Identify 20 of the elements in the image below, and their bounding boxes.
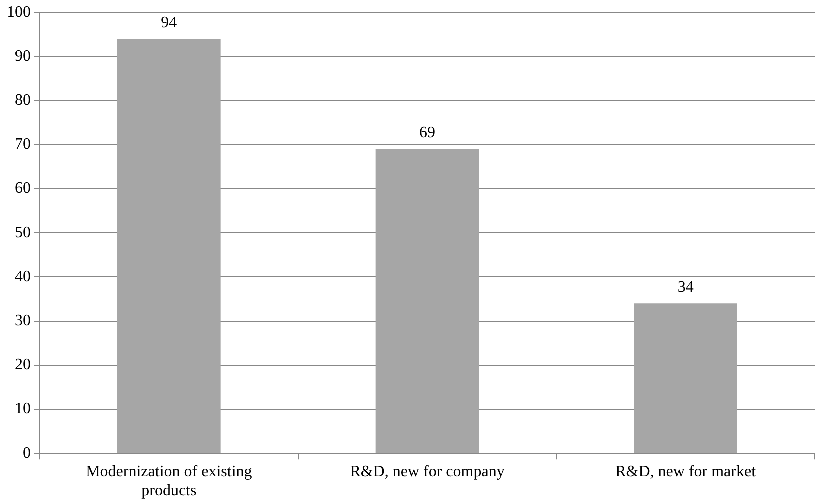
x-tick-label: R&D, new for market	[616, 463, 757, 480]
y-tick-label: 100	[7, 4, 31, 21]
y-tick-label: 40	[15, 268, 31, 286]
bar	[634, 304, 738, 454]
x-tick-label: R&D, new for company	[350, 463, 505, 480]
y-tick-label: 10	[15, 400, 31, 418]
x-tick-label: Modernization of existing products	[86, 463, 252, 500]
y-tick-label: 30	[15, 312, 31, 330]
bar	[376, 149, 480, 454]
data-label: 34	[678, 278, 694, 296]
data-label: 94	[161, 14, 178, 32]
y-tick-label: 0	[23, 444, 31, 462]
y-tick-label: 80	[15, 92, 31, 110]
data-label: 69	[420, 124, 436, 142]
y-tick-label: 60	[15, 180, 31, 198]
bar	[118, 39, 221, 454]
y-tick-label: 20	[15, 356, 31, 374]
y-tick-label: 70	[15, 136, 31, 154]
y-tick-label: 90	[15, 48, 31, 65]
y-tick-label: 50	[15, 224, 31, 242]
